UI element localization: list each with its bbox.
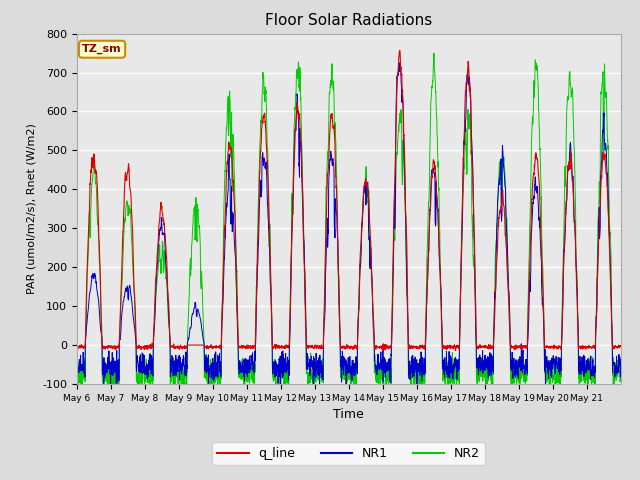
q_line (244, 344, 252, 350)
NR2 (381, 369, 389, 375)
NR1 (513, 359, 521, 364)
q_line (610, 344, 618, 350)
q_line (396, 48, 404, 53)
NR1 (617, 363, 625, 369)
NR2 (73, 374, 81, 380)
Y-axis label: PAR (umol/m2/s), Rnet (W/m2): PAR (umol/m2/s), Rnet (W/m2) (26, 123, 36, 294)
NR2 (127, 226, 135, 232)
q_line (127, 196, 135, 202)
NR1 (381, 374, 389, 380)
q_line (452, 348, 460, 354)
NR1 (544, 360, 552, 365)
NR2 (430, 50, 438, 56)
q_line (513, 344, 521, 350)
NR1 (396, 60, 404, 66)
NR1 (610, 360, 618, 365)
NR1 (309, 386, 317, 392)
q_line (544, 345, 552, 350)
Text: TZ_sm: TZ_sm (82, 44, 122, 54)
NR1 (127, 294, 135, 300)
NR2 (513, 371, 521, 377)
Line: NR1: NR1 (77, 63, 621, 389)
NR1 (73, 366, 81, 372)
Line: q_line: q_line (77, 50, 621, 351)
NR2 (244, 374, 252, 380)
NR2 (444, 395, 451, 400)
Legend: q_line, NR1, NR2: q_line, NR1, NR2 (212, 443, 485, 465)
q_line (381, 346, 389, 351)
q_line (73, 343, 81, 349)
X-axis label: Time: Time (333, 408, 364, 421)
Title: Floor Solar Radiations: Floor Solar Radiations (265, 13, 433, 28)
NR2 (617, 372, 625, 378)
NR2 (610, 372, 618, 377)
Line: NR2: NR2 (77, 53, 621, 397)
NR1 (244, 366, 252, 372)
NR2 (544, 377, 552, 383)
q_line (617, 344, 625, 349)
